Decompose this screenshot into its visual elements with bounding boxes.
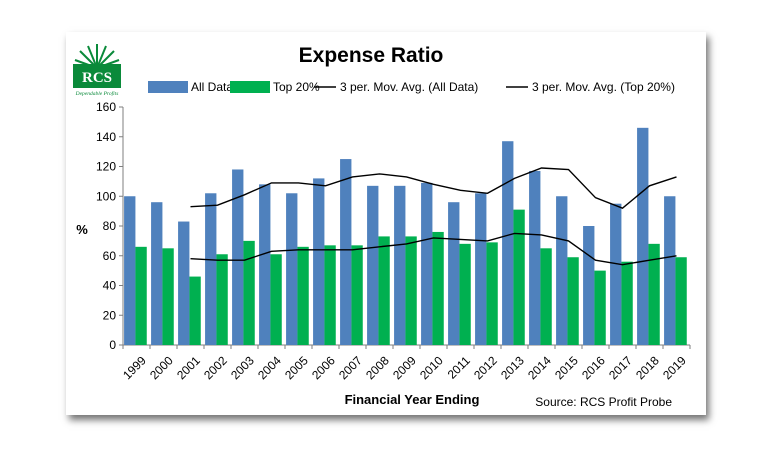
bar-top20 <box>486 242 498 345</box>
x-tick-label: 1999 <box>120 353 149 382</box>
bar-all-data <box>151 202 163 345</box>
x-tick-label: 2008 <box>363 353 392 382</box>
bar-all-data <box>637 127 649 345</box>
bar-top20 <box>243 240 255 345</box>
y-tick-label: 120 <box>96 160 116 174</box>
bar-all-data <box>529 170 541 345</box>
bar-all-data <box>340 159 352 345</box>
bar-top20 <box>162 248 174 345</box>
y-tick-label: 100 <box>96 189 116 203</box>
bar-top20 <box>189 276 201 345</box>
bar-top20 <box>540 248 552 345</box>
legend-label-ma-all: 3 per. Mov. Avg. (All Data) <box>340 80 478 94</box>
x-tick-label: 2011 <box>445 353 473 381</box>
bar-top20 <box>324 245 336 345</box>
bar-top20 <box>621 261 633 345</box>
bar-all-data <box>124 196 136 345</box>
y-tick-label: 40 <box>103 279 117 293</box>
x-tick-label: 2013 <box>498 353 527 382</box>
bar-top20 <box>675 257 687 345</box>
moving-avg-line-all-data <box>190 167 677 210</box>
bar-top20 <box>594 270 606 345</box>
legend-swatch-top20 <box>230 81 270 93</box>
x-tick-label: 2009 <box>390 353 419 382</box>
bar-all-data <box>205 193 217 345</box>
plot-area: 0204060801001201401601999200020012002200… <box>96 100 691 382</box>
bar-all-data <box>448 202 460 345</box>
bar-top20 <box>648 243 660 345</box>
bar-all-data <box>664 196 676 345</box>
y-tick-label: 20 <box>103 308 117 322</box>
x-tick-label: 2019 <box>660 353 689 382</box>
legend-label-all-data: All Data <box>191 80 233 94</box>
bar-top20 <box>459 243 471 345</box>
bar-all-data <box>556 196 568 345</box>
bar-all-data <box>367 185 379 345</box>
bar-all-data <box>475 193 487 345</box>
bar-all-data <box>421 182 433 345</box>
x-tick-label: 2003 <box>228 353 257 382</box>
rcs-logo: RCS Dependable Profits <box>73 42 121 98</box>
x-tick-label: 2012 <box>471 353 500 382</box>
legend-label-ma-top20: 3 per. Mov. Avg. (Top 20%) <box>532 80 675 94</box>
x-tick-label: 2002 <box>201 353 230 382</box>
bar-all-data <box>610 203 622 345</box>
bar-all-data <box>583 226 595 345</box>
bar-top20 <box>297 246 309 345</box>
x-tick-label: 2017 <box>606 353 635 382</box>
y-tick-label: 80 <box>103 219 117 233</box>
x-tick-label: 2018 <box>633 353 662 382</box>
x-tick-label: 2006 <box>309 353 338 382</box>
bar-all-data <box>259 184 271 345</box>
x-tick-label: 2007 <box>336 353 365 382</box>
legend-label-top20: Top 20% <box>273 80 320 94</box>
bar-top20 <box>432 231 444 345</box>
x-tick-label: 2005 <box>282 353 311 382</box>
source-note: Source: RCS Profit Probe <box>535 395 672 409</box>
bar-all-data <box>232 169 244 345</box>
y-tick-label: 0 <box>109 338 116 352</box>
bar-all-data <box>286 193 298 345</box>
bar-top20 <box>567 257 579 345</box>
x-tick-label: 2016 <box>579 353 608 382</box>
y-tick-label: 160 <box>96 100 116 114</box>
bar-top20 <box>351 245 363 345</box>
x-tick-label: 2004 <box>255 353 284 382</box>
chart-title: Expense Ratio <box>299 44 444 67</box>
y-tick-label: 60 <box>103 249 117 263</box>
bar-all-data <box>502 141 514 345</box>
logo-tagline: Dependable Profits <box>75 90 119 97</box>
bar-top20 <box>270 254 282 345</box>
x-tick-label: 2014 <box>525 353 554 382</box>
bar-top20 <box>513 209 525 345</box>
bar-top20 <box>405 236 417 345</box>
y-axis-label: % <box>76 222 88 237</box>
y-tick-label: 140 <box>96 130 116 144</box>
bar-all-data <box>178 221 190 345</box>
moving-avg-line-top20 <box>190 232 677 266</box>
legend: All Data Top 20% 3 per. Mov. Avg. (All D… <box>148 80 675 94</box>
legend-swatch-all-data <box>148 81 188 93</box>
bar-all-data <box>313 178 325 345</box>
chart-card <box>66 32 706 415</box>
logo-text: RCS <box>82 70 112 86</box>
bar-top20 <box>378 236 390 345</box>
bar-all-data <box>394 185 406 345</box>
bar-top20 <box>216 254 228 345</box>
x-axis-label: Financial Year Ending <box>345 392 480 407</box>
x-tick-label: 2000 <box>147 353 176 382</box>
x-tick-label: 2015 <box>552 353 581 382</box>
bar-top20 <box>135 246 147 345</box>
x-tick-label: 2010 <box>417 353 446 382</box>
x-tick-label: 2001 <box>174 353 203 382</box>
